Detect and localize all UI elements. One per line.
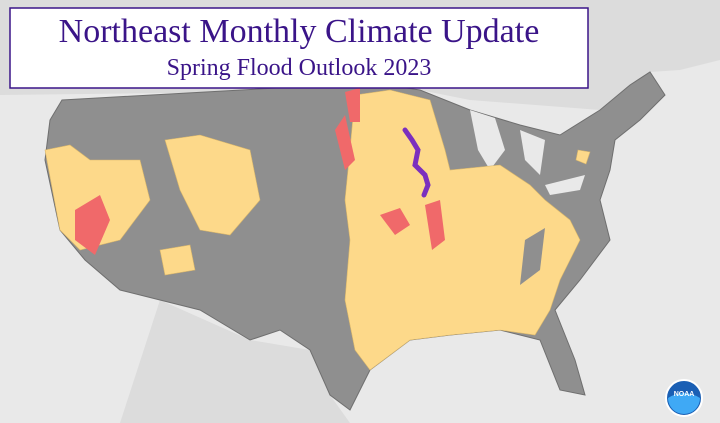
utah-flood-area — [159, 244, 196, 276]
minor-flood-risk — [44, 89, 591, 371]
major-flood-risk — [402, 127, 431, 198]
title: Northeast Monthly Climate Update — [59, 13, 540, 50]
california-moderate — [75, 195, 110, 255]
title-box — [9, 7, 589, 89]
east-flood-area — [344, 89, 581, 371]
great-lakes — [470, 110, 585, 195]
logo-text: NOAA — [674, 391, 695, 398]
iowa-moderate — [380, 208, 410, 235]
mississippi-moderate — [425, 200, 445, 250]
appalachian-gap — [520, 228, 545, 285]
red-river-moderate — [345, 88, 360, 122]
mountain-flood-area — [164, 134, 261, 236]
logo-wave — [668, 393, 700, 414]
northeast-flood-area — [575, 149, 591, 165]
moderate-flood-risk — [75, 88, 445, 255]
dakota-moderate — [335, 115, 355, 170]
mexico-land — [120, 300, 350, 423]
noaa-logo: NOAA — [665, 379, 703, 417]
subtitle: Spring Flood Outlook 2023 — [167, 55, 432, 81]
